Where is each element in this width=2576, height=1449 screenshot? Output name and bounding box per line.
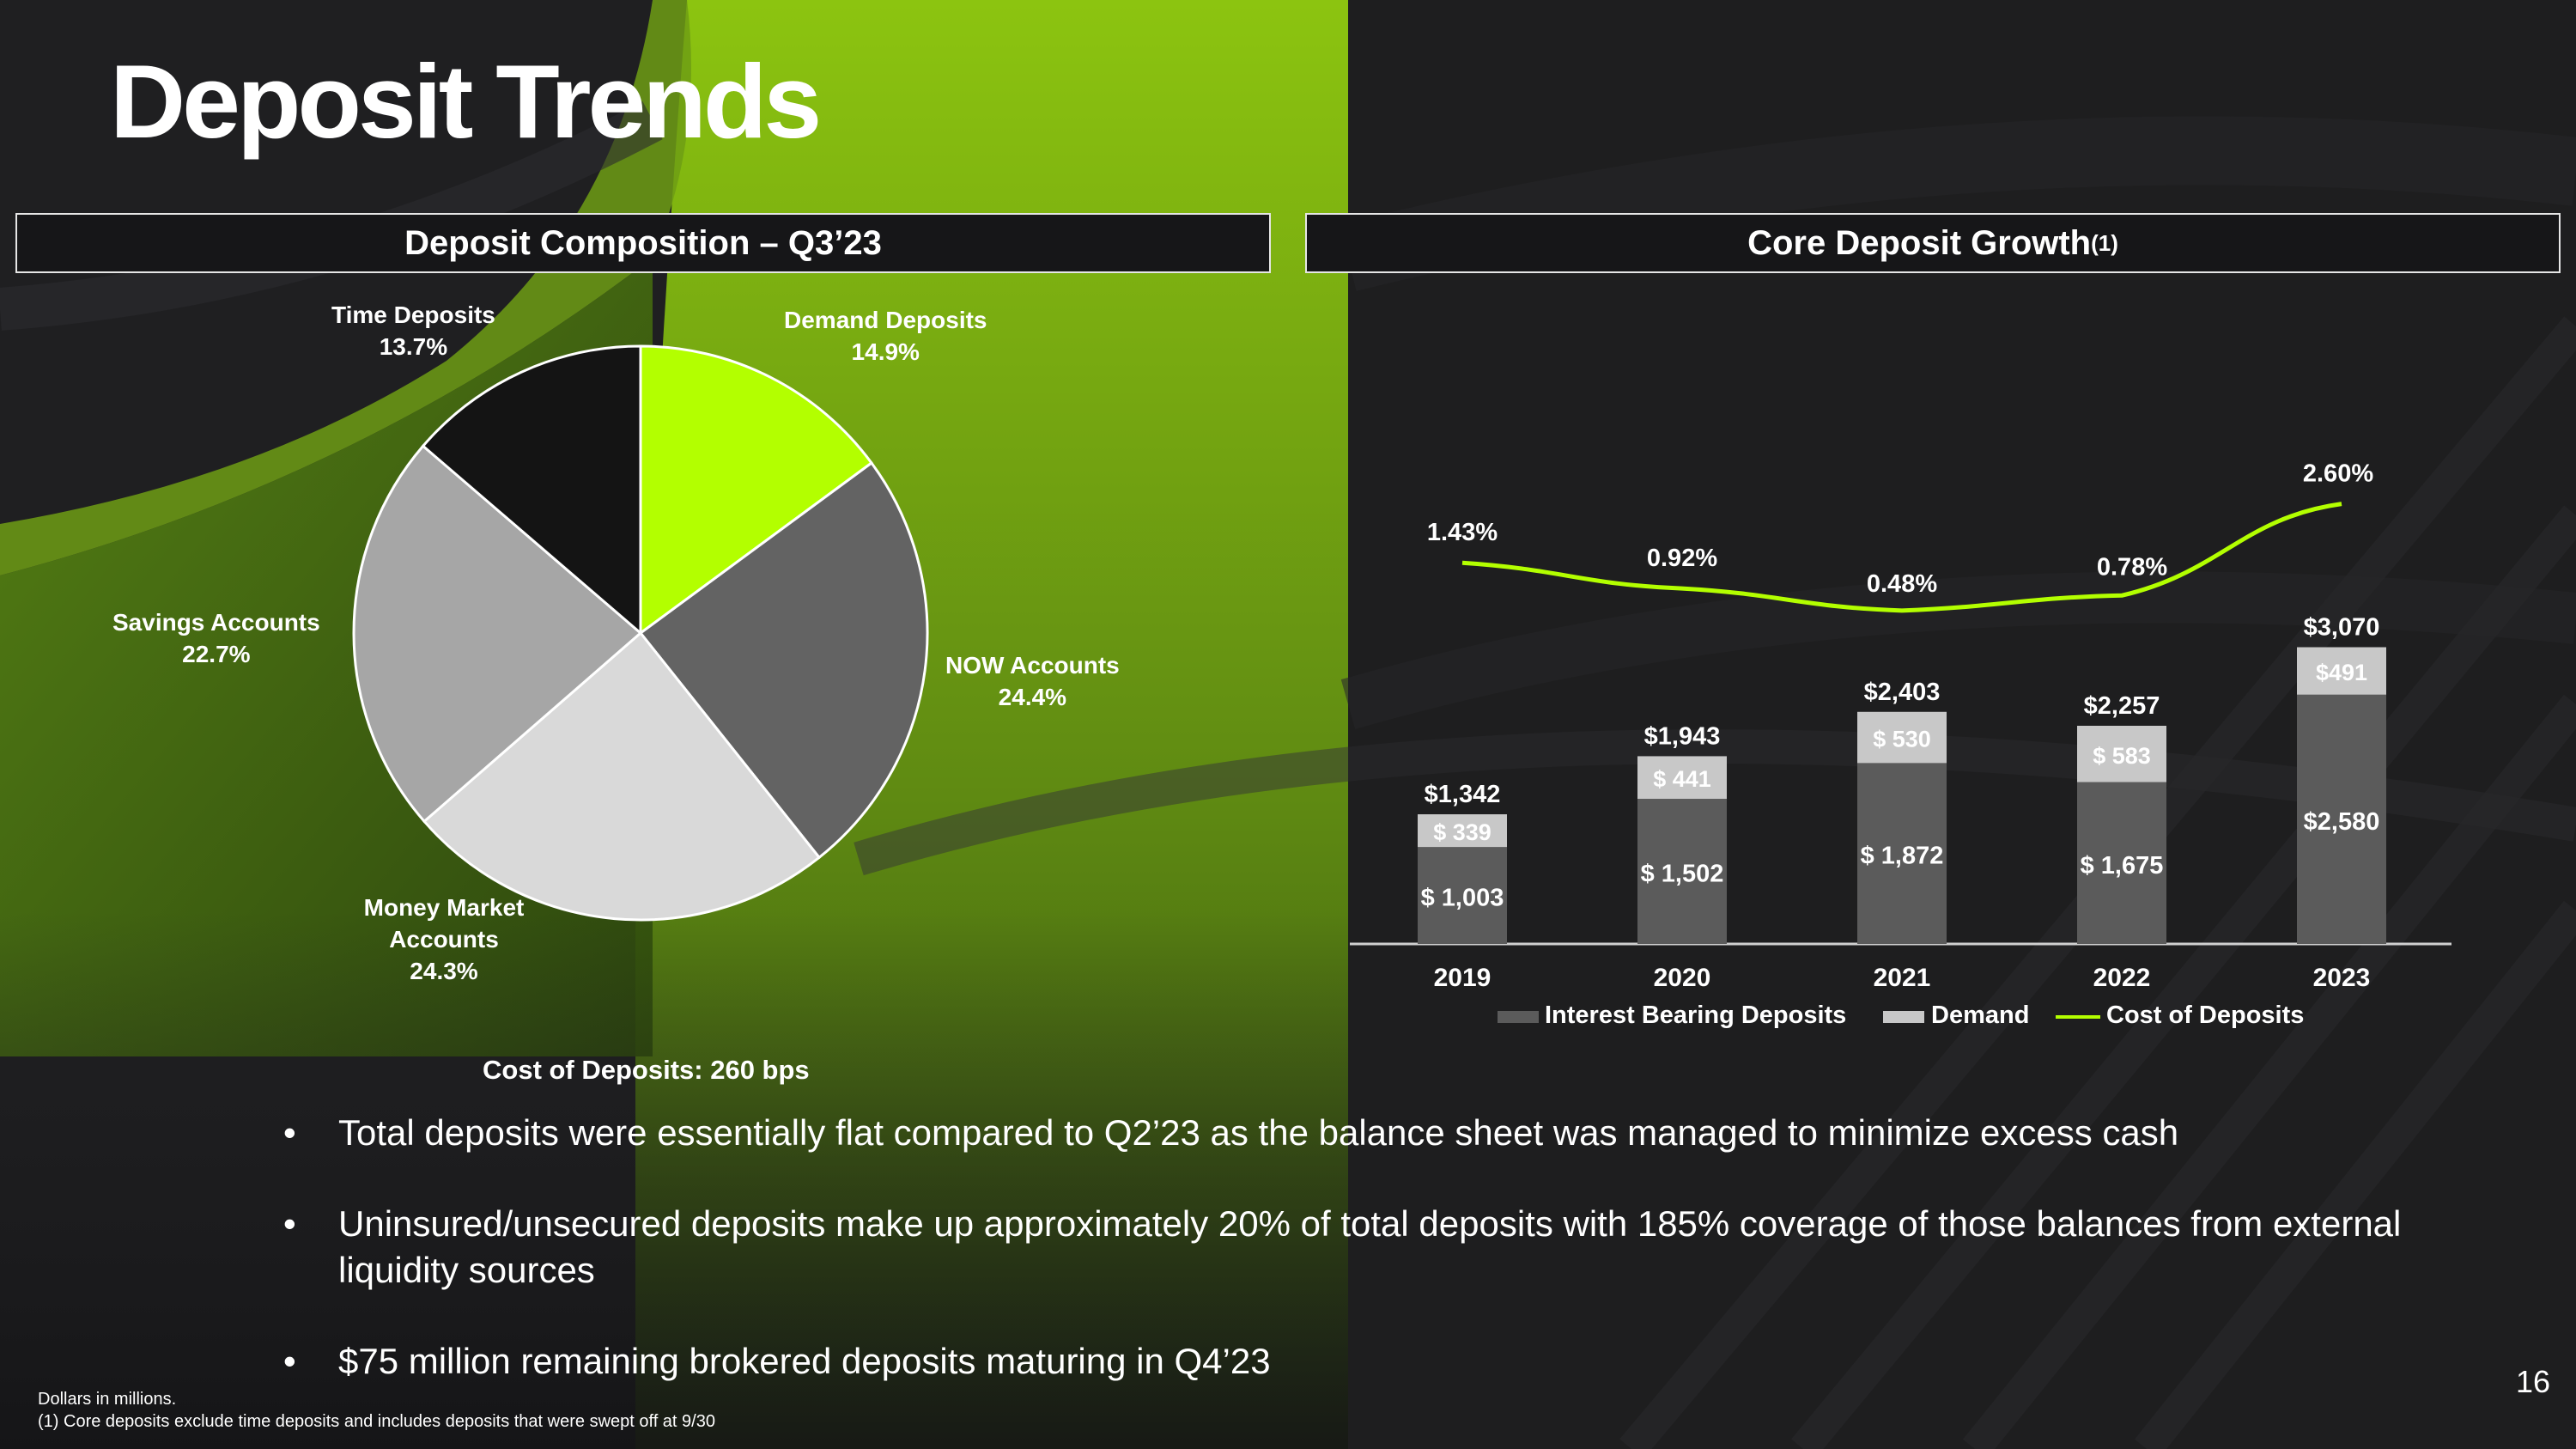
footnote-core-deposits: (1) Core deposits exclude time deposits … [38, 1412, 715, 1431]
pie-label-money-market: Money Market Accounts 24.3% [354, 892, 534, 987]
pie-slice-now-accounts [638, 460, 929, 860]
bar-interest-bearing [2077, 782, 2166, 944]
core-deposit-growth-header-text: Core Deposit Growth [1747, 223, 2092, 262]
legend-label-cost-of-deposits: Cost of Deposits [2106, 1002, 2304, 1029]
bullet-item: • $75 million remaining brokered deposit… [283, 1338, 2482, 1385]
bar-interest-bearing [2297, 694, 2386, 944]
legend-swatch-demand [1883, 1011, 1924, 1023]
bar-interest-bearing [1857, 763, 1947, 944]
pie-label-now-accounts: NOW Accounts 24.4% [945, 649, 1120, 713]
cost-of-deposits-note: Cost of Deposits: 260 bps [483, 1055, 810, 1085]
data-label-total: $3,070 [2304, 614, 2380, 642]
footnote-units: Dollars in millions. [38, 1390, 177, 1409]
pie-label-value: 14.9% [851, 338, 920, 365]
data-label-interest-bearing: $ 1,003 [1421, 885, 1504, 912]
pie-label-value: 24.4% [998, 684, 1067, 710]
pie-label-value: 22.7% [182, 641, 251, 667]
pie-label-name: Money Market Accounts [363, 894, 525, 953]
legend-label-demand: Demand [1931, 1002, 2029, 1029]
bar-demand [1637, 756, 1727, 800]
core-deposit-growth-header-footnote: (1) [2091, 229, 2118, 256]
pie-label-name: Savings Accounts [112, 609, 320, 636]
data-label-total: $2,403 [1864, 679, 1941, 706]
data-label-demand: $ 339 [1433, 819, 1492, 845]
data-label-cost-of-deposits: 0.92% [1647, 545, 1717, 572]
data-label-cost-of-deposits: 1.43% [1427, 519, 1498, 546]
data-label-cost-of-deposits: 0.78% [2097, 553, 2167, 581]
bar-demand [2297, 647, 2386, 695]
core-deposit-growth-header: Core Deposit Growth (1) [1305, 213, 2561, 273]
x-tick-label: 2022 [2093, 964, 2151, 992]
pie-label-name: Time Deposits [331, 301, 495, 328]
bullet-glyph: • [283, 1112, 296, 1153]
bullet-glyph: • [283, 1341, 296, 1381]
pie-slice-savings-accounts [352, 444, 643, 824]
bullet-item: • Total deposits were essentially flat c… [283, 1110, 2482, 1156]
page-number: 16 [2516, 1364, 2551, 1399]
bar-interest-bearing [1418, 847, 1507, 944]
deposit-composition-header: Deposit Composition – Q3’23 [15, 213, 1271, 273]
bullet-glyph: • [283, 1203, 296, 1244]
pie-slice-demand-deposits [639, 344, 874, 636]
x-tick-label: 2020 [1654, 964, 1711, 992]
data-label-demand: $ 583 [2093, 743, 2151, 769]
data-label-total: $1,342 [1425, 781, 1501, 808]
pie-label-value: 24.3% [410, 958, 478, 984]
x-tick-label: 2021 [1874, 964, 1931, 992]
pie-label-demand-deposits: Demand Deposits 14.9% [784, 304, 987, 368]
deposit-composition-header-text: Deposit Composition – Q3’23 [404, 223, 882, 262]
cost-of-deposits-line [1461, 502, 2342, 613]
pie-label-time-deposits: Time Deposits 13.7% [331, 299, 495, 362]
bullet-item: • Uninsured/unsecured deposits make up a… [283, 1201, 2482, 1294]
bullet-list: • Total deposits were essentially flat c… [283, 1110, 2482, 1429]
pie-slice-money-market-accounts [422, 630, 822, 922]
data-label-interest-bearing: $2,580 [2304, 808, 2380, 836]
data-label-interest-bearing: $ 1,872 [1861, 843, 1944, 870]
pie-slice-time-deposits [421, 344, 642, 636]
data-label-demand: $ 441 [1653, 766, 1711, 792]
data-label-demand: $ 530 [1873, 727, 1931, 752]
pie-label-name: NOW Accounts [945, 652, 1120, 679]
data-label-total: $2,257 [2084, 692, 2160, 720]
data-label-interest-bearing: $ 1,502 [1641, 861, 1724, 888]
data-label-cost-of-deposits: 0.48% [1867, 570, 1937, 598]
pie-label-savings-accounts: Savings Accounts 22.7% [112, 606, 320, 670]
bar-demand [2077, 725, 2166, 782]
pie-label-value: 13.7% [379, 333, 448, 360]
x-tick-label: 2023 [2313, 964, 2371, 992]
legend-label-interest-bearing: Interest Bearing Deposits [1545, 1002, 1846, 1029]
bullet-text: $75 million remaining brokered deposits … [338, 1341, 1271, 1381]
data-label-total: $1,943 [1644, 722, 1721, 750]
x-tick-label: 2019 [1434, 964, 1492, 992]
bar-demand [1857, 711, 1947, 764]
bullet-text: Uninsured/unsecured deposits make up app… [338, 1203, 2402, 1290]
bar-demand [1418, 814, 1507, 848]
data-label-interest-bearing: $ 1,675 [2081, 852, 2164, 880]
pie-label-name: Demand Deposits [784, 307, 987, 333]
legend-swatch-interest-bearing [1498, 1011, 1539, 1023]
bar-interest-bearing [1637, 799, 1727, 944]
page-title: Deposit Trends [110, 43, 822, 160]
bullet-text: Total deposits were essentially flat com… [338, 1112, 2179, 1153]
data-label-demand: $491 [2316, 660, 2367, 685]
data-label-cost-of-deposits: 2.60% [2303, 460, 2373, 488]
